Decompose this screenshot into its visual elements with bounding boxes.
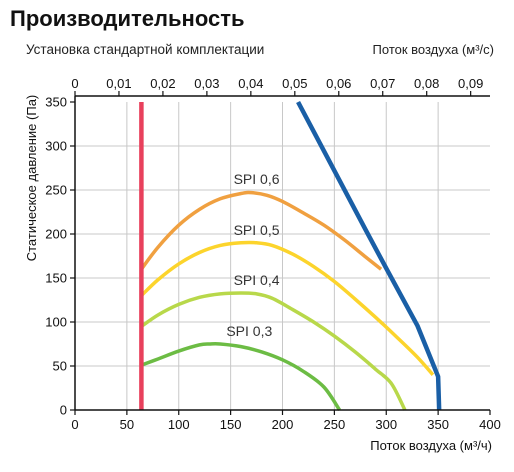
y-tick-label: 300 [45,139,67,154]
x2-tick-label: 0,06 [326,76,351,91]
spi-03-curve [140,342,342,411]
x-tick-label: 400 [479,417,501,432]
max-flow-curve [296,100,442,411]
y-axis-label: Статическое давление (Па) [24,95,39,262]
y-tick-label: 250 [45,183,67,198]
grid [75,102,490,410]
page-title: Производительность [10,6,245,31]
x-tick-label: 0 [71,417,78,432]
x2-tick-label: 0,08 [414,76,439,91]
x-axis-label: Поток воздуха (м³/ч) [370,438,492,453]
x2-tick-label: 0,01 [106,76,131,91]
x2-tick-label: 0,07 [370,76,395,91]
y-tick-label: 200 [45,227,67,242]
y-tick-label: 150 [45,271,67,286]
x-tick-label: 300 [375,417,397,432]
tick-labels: 0 50 100 150 200 250 300 350 400 0 50 100 150 200 250 3… [45,76,501,432]
top-axis-label: Поток воздуха (м³/с) [372,42,494,57]
x2-tick-label: 0,09 [458,76,483,91]
y-tick-label: 350 [45,95,67,110]
series-label-4: SPI 0,3 [226,323,272,339]
y-tick-label: 0 [60,403,67,418]
x-tick-label: 350 [427,417,449,432]
x-tick-label: 200 [272,417,294,432]
series-labels: SPI 0,6 SPI 0,5 SPI 0,4 SPI 0,3 [226,171,279,339]
y-tick-label: 100 [45,315,67,330]
x2-tick-label: 0,04 [238,76,263,91]
y-tick-label: 50 [53,359,67,374]
spi-04-curve [140,291,407,411]
x-tick-label: 150 [220,417,242,432]
x2-tick-label: 0,03 [194,76,219,91]
series-layer [139,100,442,411]
spi-06-curve [140,190,383,271]
spi-05-curve [140,240,435,376]
series-label-3: SPI 0,4 [234,272,280,288]
plot-frame [70,91,491,415]
x-tick-label: 100 [168,417,190,432]
x-tick-label: 50 [120,417,134,432]
x2-tick-label: 0,02 [150,76,175,91]
x2-tick-label: 0,05 [282,76,307,91]
chart-subtitle: Установка стандартной комплектации [26,42,265,57]
x2-tick-label: 0 [71,76,78,91]
x-tick-label: 250 [324,417,346,432]
series-label-2: SPI 0,5 [234,222,280,238]
series-label-1: SPI 0,6 [234,171,280,187]
